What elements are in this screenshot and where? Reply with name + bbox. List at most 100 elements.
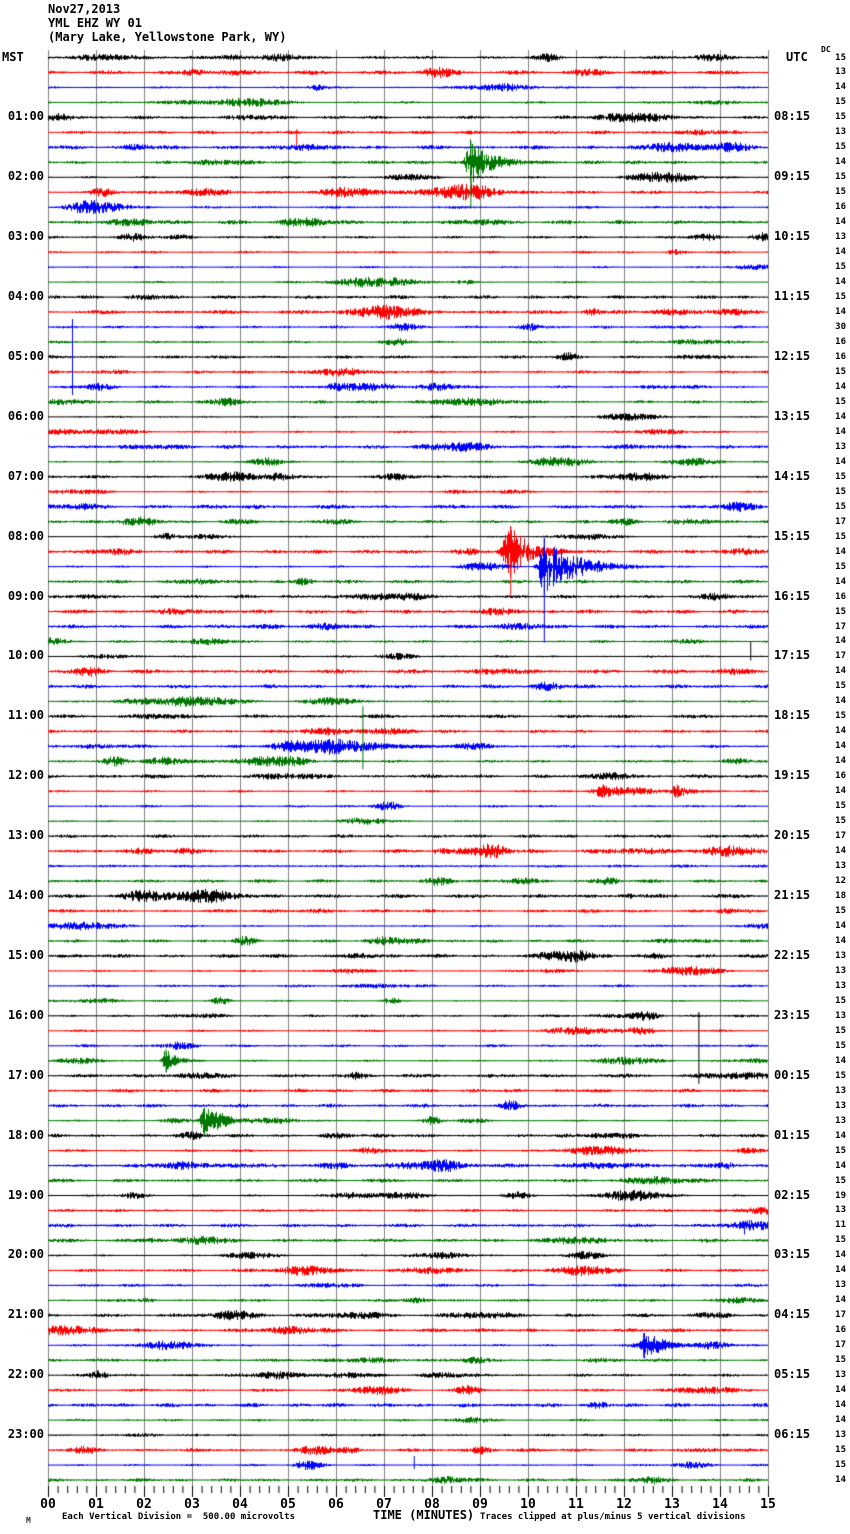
mst-hour-label: 18:00 [7, 1127, 44, 1142]
title-date: Nov27,2013 [48, 2, 121, 16]
dc-value: 14 [835, 636, 846, 647]
utc-hour-label: 20:15 [774, 828, 811, 843]
dc-value: 14 [835, 920, 846, 931]
dc-value: 14 [835, 381, 846, 392]
dc-value: 13 [835, 965, 846, 976]
dc-value: 15 [835, 52, 846, 63]
minute-tick-label: 12 [616, 1497, 632, 1512]
dc-value: 14 [835, 726, 846, 737]
mst-hour-label: 20:00 [7, 1247, 44, 1262]
dc-value: 18 [835, 891, 846, 902]
dc-value: 14 [835, 1415, 846, 1426]
dc-value: 14 [835, 1250, 846, 1261]
dc-value: 14 [835, 756, 846, 767]
footer-watermark: M [26, 1516, 31, 1525]
dc-value: 15 [835, 1445, 846, 1456]
utc-hour-label: 13:15 [774, 408, 811, 423]
dc-value: 15 [835, 172, 846, 183]
mst-hour-label: 08:00 [7, 528, 44, 543]
dc-value: 13 [835, 1115, 846, 1126]
dc-value: 17 [835, 651, 846, 662]
dc-value: 14 [835, 1130, 846, 1141]
dc-value: 15 [835, 112, 846, 123]
dc-value: 15 [835, 1355, 846, 1366]
dc-value: 14 [835, 786, 846, 797]
dc-value: 13 [835, 980, 846, 991]
minute-tick-label: 00 [40, 1497, 56, 1512]
dc-value: 14 [835, 247, 846, 258]
title-station: YML EHZ WY 01 [48, 16, 142, 30]
dc-value: 16 [835, 591, 846, 602]
dc-value: 13 [835, 441, 846, 452]
utc-hour-label: 02:15 [774, 1187, 811, 1202]
dc-value: 14 [835, 82, 846, 93]
dc-value: 13 [835, 950, 846, 961]
minute-tick-label: 06 [328, 1497, 344, 1512]
dc-value: 13 [835, 1430, 846, 1441]
utc-hour-label: 18:15 [774, 708, 811, 723]
minute-tick-label: 13 [664, 1497, 680, 1512]
utc-hour-label: 03:15 [774, 1247, 811, 1262]
dc-value: 17 [835, 831, 846, 842]
footer-scale-note: Each Vertical Division = 500.00 microvol… [62, 1512, 295, 1522]
dc-value: 17 [835, 516, 846, 527]
dc-value: 14 [835, 1160, 846, 1171]
left-axis-label: MST [2, 50, 24, 64]
utc-hour-label: 12:15 [774, 348, 811, 363]
dc-value: 16 [835, 202, 846, 213]
dc-value: 17 [835, 1310, 846, 1321]
utc-hour-label: 14:15 [774, 468, 811, 483]
utc-hour-label: 04:15 [774, 1307, 811, 1322]
dc-value: 13 [835, 1100, 846, 1111]
dc-value: 13 [835, 1280, 846, 1291]
minute-tick-label: 03 [184, 1497, 200, 1512]
dc-value: 13 [835, 1370, 846, 1381]
mst-hour-label: 17:00 [7, 1067, 44, 1082]
bottom-axis-title: TIME (MINUTES) [373, 1508, 475, 1522]
minute-tick-label: 01 [88, 1497, 104, 1512]
dc-value: 13 [835, 67, 846, 78]
dc-value: 15 [835, 187, 846, 198]
dc-value: 14 [835, 935, 846, 946]
mst-hour-label: 12:00 [7, 768, 44, 783]
mst-hour-label: 07:00 [7, 468, 44, 483]
dc-value: 15 [835, 531, 846, 542]
minute-tick-label: 04 [232, 1497, 248, 1512]
utc-hour-label: 15:15 [774, 528, 811, 543]
dc-value: 14 [835, 217, 846, 228]
utc-hour-label: 19:15 [774, 768, 811, 783]
dc-value: 14 [835, 426, 846, 437]
dc-value: 16 [835, 1325, 846, 1336]
dc-value: 15 [835, 606, 846, 617]
dc-value: 15 [835, 816, 846, 827]
dc-column-label: DC [821, 45, 831, 54]
mst-hour-label: 21:00 [7, 1307, 44, 1322]
dc-value: 14 [835, 1475, 846, 1486]
utc-hour-label: 17:15 [774, 648, 811, 663]
dc-value: 15 [835, 1070, 846, 1081]
title-location: (Mary Lake, Yellowstone Park, WY) [48, 30, 287, 44]
dc-value: 14 [835, 456, 846, 467]
dc-value: 15 [835, 561, 846, 572]
dc-value: 14 [835, 1385, 846, 1396]
mst-hour-label: 03:00 [7, 229, 44, 244]
mst-hour-label: 10:00 [7, 648, 44, 663]
utc-hour-label: 22:15 [774, 947, 811, 962]
mst-hour-label: 11:00 [7, 708, 44, 723]
dc-value: 12 [835, 876, 846, 887]
dc-value: 14 [835, 1055, 846, 1066]
dc-value: 15 [835, 501, 846, 512]
mst-hour-label: 23:00 [7, 1427, 44, 1442]
mst-hour-label: 19:00 [7, 1187, 44, 1202]
mst-hour-label: 02:00 [7, 169, 44, 184]
dc-value: 14 [835, 157, 846, 168]
dc-value: 15 [835, 995, 846, 1006]
dc-value: 14 [835, 277, 846, 288]
dc-value: 13 [835, 1010, 846, 1021]
mst-hour-label: 04:00 [7, 289, 44, 304]
dc-value: 16 [835, 337, 846, 347]
footer-clip-note: Traces clipped at plus/minus 5 vertical … [480, 1512, 746, 1522]
mst-hour-label: 22:00 [7, 1367, 44, 1382]
mst-hour-label: 01:00 [7, 109, 44, 124]
